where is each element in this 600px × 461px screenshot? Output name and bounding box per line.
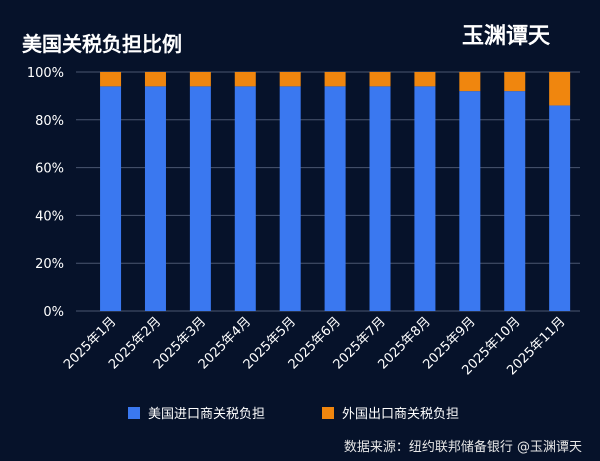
bar-segment-exporter (144, 72, 166, 87)
bar-segment-importer (459, 91, 481, 312)
bar-segment-exporter (234, 72, 256, 87)
legend-swatch (128, 406, 140, 419)
bar-segment-exporter (549, 72, 571, 106)
bar-segment-exporter (279, 72, 301, 87)
bar-segment-exporter (504, 72, 526, 92)
legend-item-exporter: 外国出口商关税负担 (322, 403, 459, 422)
bar-segment-exporter (189, 72, 211, 87)
legend-item-importer: 美国进口商关税负担 (128, 403, 265, 422)
bar-segment-importer (414, 86, 436, 311)
bar-segment-importer (234, 86, 256, 311)
bar-segment-exporter (414, 72, 436, 87)
bar-segment-importer (144, 86, 166, 311)
bar-segment-exporter (459, 72, 481, 92)
bar-chart: 0%20%40%60%80%100%2025年1月2025年2月2025年3月2… (27, 66, 580, 378)
y-tick-label: 0% (43, 305, 64, 320)
bar-segment-importer (279, 86, 301, 311)
bar-segment-exporter (100, 72, 122, 87)
y-tick-label: 20% (35, 257, 64, 272)
bar-segment-importer (369, 86, 391, 311)
bar-segment-importer (324, 86, 346, 311)
chart-title: 美国关税负担比例 (22, 32, 182, 56)
logo: 玉渊谭天 (462, 23, 551, 49)
bar-segment-importer (504, 91, 526, 312)
bar-segment-importer (549, 105, 571, 312)
bar-segment-exporter (324, 72, 346, 87)
bar-segment-importer (100, 86, 122, 311)
legend-swatch (322, 406, 334, 419)
source-note: 数据来源：纽约联邦储备银行 @玉渊谭天 (343, 440, 582, 455)
y-tick-label: 40% (35, 209, 64, 224)
y-tick-label: 60% (35, 162, 64, 177)
y-tick-label: 80% (35, 114, 64, 129)
legend-label: 外国出口商关税负担 (342, 407, 460, 422)
y-tick-label: 100% (27, 66, 64, 81)
legend-label: 美国进口商关税负担 (148, 407, 266, 422)
bar-segment-exporter (369, 72, 391, 87)
bar-segment-importer (189, 86, 211, 311)
